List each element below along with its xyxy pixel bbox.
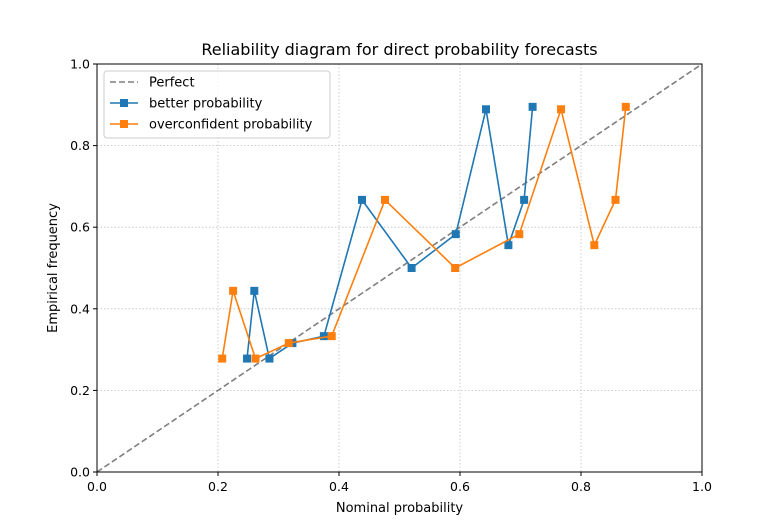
x-tick-label: 0.0 (87, 479, 107, 494)
plot-series (96, 63, 703, 473)
series-2-point (515, 230, 524, 239)
legend-label-0: Perfect (149, 76, 195, 91)
y-tick-label: 0.2 (70, 383, 90, 398)
series-1-point (528, 102, 537, 111)
legend-marker-1 (120, 99, 128, 107)
series-2-point (218, 354, 227, 363)
chart-title: Reliability diagram for direct probabili… (201, 40, 597, 59)
x-tick-label: 0.6 (450, 479, 470, 494)
y-tick-label: 0.4 (70, 301, 90, 316)
legend-label-1: better probability (149, 97, 263, 112)
series-1-point (319, 332, 328, 341)
series-line-0 (96, 63, 703, 473)
x-axis-label: Nominal probability (336, 501, 464, 516)
series-1-point (520, 195, 529, 204)
series-2-point (380, 195, 389, 204)
series-line-2 (221, 106, 627, 360)
x-tick-label: 0.2 (208, 479, 228, 494)
legend-frame (103, 70, 331, 139)
x-tick-label: 0.8 (571, 479, 591, 494)
y-tick-label: 1.0 (70, 57, 90, 72)
series-2-point (229, 286, 238, 295)
series-1-point (250, 286, 259, 295)
series-2-point (284, 339, 293, 348)
series-2-point (611, 195, 620, 204)
series-1-point (357, 195, 366, 204)
series-2-point (251, 354, 260, 363)
y-tick-label: 0.0 (70, 465, 90, 480)
legend-marker-2 (120, 120, 128, 128)
series-2-point (327, 332, 336, 341)
series-1-point (265, 354, 274, 363)
y-tick-label: 0.6 (70, 220, 90, 235)
axis-ticks: 0.0 0.2 0.4 0.6 0.8 1.0 0.0 0.2 0.4 0.6 0.8 1.0 (70, 57, 712, 495)
legend: Perfect better probability overconfident p… (103, 70, 331, 139)
series-2-point (590, 241, 599, 250)
series-line-1 (246, 106, 534, 360)
series-1-point (482, 105, 491, 114)
plot-frame (96, 63, 703, 473)
y-axis-label: Empirical frequency (46, 203, 61, 333)
series-1-point (243, 354, 252, 363)
legend-label-2: overconfident probability (149, 118, 313, 133)
x-tick-label: 0.4 (329, 479, 349, 494)
series-1-point (451, 230, 460, 239)
series-2-point (451, 264, 460, 272)
series-2-point (621, 102, 630, 111)
series-1-point (407, 264, 416, 272)
series-1-point (504, 241, 513, 250)
x-tick-label: 1.0 (692, 479, 712, 494)
series-2-point (557, 105, 566, 114)
y-tick-label: 0.8 (70, 138, 90, 153)
